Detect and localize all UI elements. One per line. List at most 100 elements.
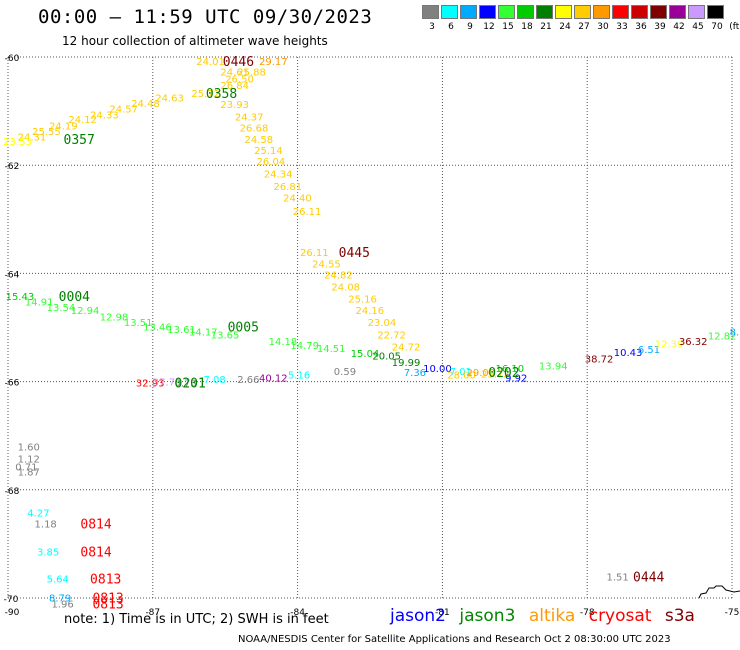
chart-subtitle: 12 hour collection of altimeter wave hei… xyxy=(62,34,328,48)
wave-height-point: 0.59 xyxy=(334,367,356,378)
legend-label: 39 xyxy=(654,22,666,32)
wave-height-point: 8. xyxy=(730,327,740,338)
x-tick-label: -78 xyxy=(580,608,595,618)
wave-height-point: 24.40 xyxy=(283,194,312,205)
legend-swatch xyxy=(517,5,534,19)
x-tick-label: -87 xyxy=(145,608,160,618)
wave-height-point: 0.73 xyxy=(175,379,197,390)
time-label: 0814 xyxy=(80,517,111,532)
wave-height-point: 24.19 xyxy=(49,122,78,133)
x-tick-label: -81 xyxy=(435,608,450,618)
x-tick-label: -84 xyxy=(290,608,305,618)
wave-height-point: 13.51 xyxy=(124,318,153,329)
wave-height-point: 24.16 xyxy=(356,306,385,317)
wave-height-point: 3.85 xyxy=(37,547,59,558)
wave-height-point: 9.92 xyxy=(505,373,527,384)
wave-height-point: 25.16 xyxy=(348,294,377,305)
legend-swatch xyxy=(669,5,686,19)
wave-height-point: 28.00 xyxy=(447,371,476,382)
wave-height-point: 12.98 xyxy=(100,313,129,324)
y-tick-label: -62 xyxy=(5,162,20,172)
time-label: 0444 xyxy=(633,570,664,585)
wave-height-point: 15.04 xyxy=(351,349,380,360)
wave-height-points: 24.01 29.1724.6125.8826.5026.8425.7224.63… xyxy=(3,57,739,611)
legend-swatch xyxy=(479,5,496,19)
wave-height-point: 0.71 xyxy=(15,463,37,474)
wave-height-point: 23.93 xyxy=(220,100,249,111)
time-labels: 0446 0358 0357 0445 0004 0005 0201 0202 0814 0814… xyxy=(59,55,665,613)
wave-height-point: 13.46 xyxy=(143,322,172,333)
legend-label: 21 xyxy=(540,22,552,32)
legend-label: 6 xyxy=(448,22,454,32)
time-label: 0358 xyxy=(206,87,237,102)
legend-swatch xyxy=(593,5,610,19)
time-label: 0813 xyxy=(90,573,121,588)
legend-label: 12 xyxy=(483,22,495,32)
wave-height-point: 37.73 xyxy=(153,378,182,389)
legend-label: 70 xyxy=(711,22,723,32)
wave-height-point: 24.31 xyxy=(18,133,47,144)
wave-height-point: 24.63 xyxy=(155,94,184,105)
grid-lines xyxy=(7,56,733,599)
satellite-s3a: s3a xyxy=(664,606,695,626)
wave-height-point: 24.61 xyxy=(220,68,249,79)
wave-height-point: 29.00 xyxy=(467,368,496,379)
time-label: 0357 xyxy=(64,133,95,148)
wave-height-point: 24.48 xyxy=(131,99,160,110)
satellite-legend: jason2 jason3 altika cryosat s3a xyxy=(390,606,703,626)
wave-height-point: 1.87 xyxy=(18,467,40,478)
wave-height-point: 26.11 xyxy=(300,248,329,259)
wave-height-point: 24.01 xyxy=(196,57,225,68)
credit-line: NOAA/NESDIS Center for Satellite Applica… xyxy=(238,634,671,645)
y-tick-label: -64 xyxy=(5,270,20,280)
wave-height-point: 25.88 xyxy=(237,68,266,79)
wave-height-point: 25.72 xyxy=(191,89,220,100)
legend-label: 3 xyxy=(429,22,435,32)
wave-height-point: 24.08 xyxy=(331,282,360,293)
wave-height-point: 36.32 xyxy=(679,337,708,348)
wave-height-point: 5.64 xyxy=(47,575,69,586)
time-label: 0813 xyxy=(92,597,123,612)
wave-height-point: 5.16 xyxy=(288,371,310,382)
legend-label: 30 xyxy=(597,22,609,32)
wave-height-point: 12.94 xyxy=(71,306,100,317)
legend-swatch xyxy=(555,5,572,19)
wave-height-point: 1.96 xyxy=(51,599,73,610)
wave-height-point: 16.10 xyxy=(495,364,524,375)
chart-title: 00:00 — 11:59 UTC 09/30/2023 xyxy=(38,6,373,28)
wave-height-point: 7.36 xyxy=(404,368,426,379)
legend-swatch xyxy=(631,5,648,19)
wave-height-point: 13.94 xyxy=(539,361,568,372)
wave-height-point: 22.72 xyxy=(377,331,406,342)
y-tick-label: -66 xyxy=(5,379,20,389)
wave-height-point: 40.12 xyxy=(259,373,288,384)
time-label: 0813 xyxy=(92,591,123,606)
legend-swatch xyxy=(612,5,629,19)
time-label: 0005 xyxy=(228,320,259,335)
legend-label: 18 xyxy=(521,22,533,32)
legend-label: 9 xyxy=(467,22,473,32)
wave-height-point: 1.12 xyxy=(18,454,40,465)
wave-height-point: 25.55 xyxy=(32,127,61,138)
wave-height-point: 23.04 xyxy=(368,318,397,329)
legend-label: 36 xyxy=(635,22,647,32)
time-label: 0814 xyxy=(80,545,111,560)
wave-height-point: 24.72 xyxy=(392,342,421,353)
legend-swatch xyxy=(441,5,458,19)
axis-ticks: -90 -87 -84 -81 -78 -75 -60 -62 -64 -66 -68 -70 xyxy=(4,54,740,618)
satellite-altika: altika xyxy=(528,606,576,626)
wave-height-point: 38.72 xyxy=(585,354,614,365)
legend-swatch xyxy=(498,5,515,19)
y-tick-label: -68 xyxy=(5,487,20,497)
wave-height-point: 24.34 xyxy=(264,169,293,180)
footer-note: note: 1) Time is in UTC; 2) SWH is in fe… xyxy=(64,612,329,627)
wave-height-point: 20.05 xyxy=(372,352,401,363)
wave-height-point: 25.14 xyxy=(254,146,283,157)
wave-height-point: 29.17 xyxy=(259,57,288,68)
wave-height-point: 14.91 xyxy=(25,298,54,309)
y-tick-label: -60 xyxy=(5,54,20,64)
legend-swatch xyxy=(460,5,477,19)
legend-label: 24 xyxy=(559,22,571,32)
wave-height-point: 26.68 xyxy=(240,123,269,134)
